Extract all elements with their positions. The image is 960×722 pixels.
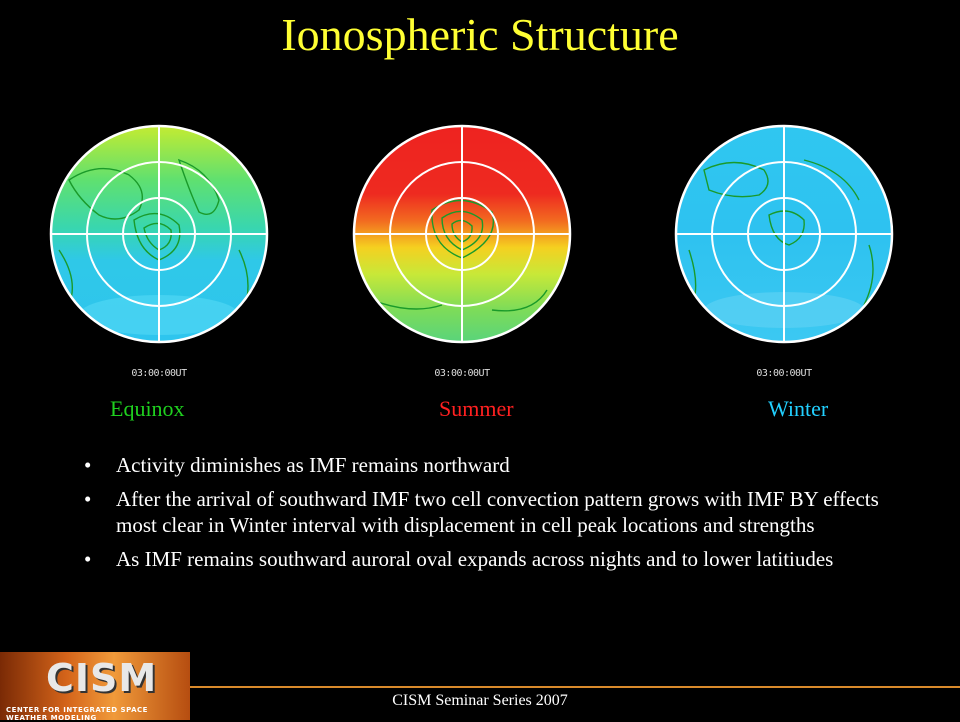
summer-label: Summer — [439, 396, 514, 421]
winter-label: Winter — [768, 396, 829, 421]
footer-text: CISM Seminar Series 2007 — [392, 692, 568, 709]
summer-timestamp: 03:00:00UT — [434, 368, 490, 379]
slide-title: Ionospheric Structure — [281, 9, 679, 60]
bullet-item: • Activity diminishes as IMF remains nort… — [84, 452, 884, 478]
polar-map-row: 03:00:00UT — [0, 100, 960, 390]
equinox-map-graphic — [49, 124, 269, 344]
summer-polar-map: 03:00:00UT — [342, 100, 582, 390]
equinox-timestamp: 03:00:00UT — [131, 368, 187, 379]
bullet-dot: • — [84, 487, 92, 511]
equinox-polar-map: 03:00:00UT — [39, 100, 279, 390]
winter-polar-map: 03:00:00UT — [664, 100, 904, 390]
logo-subtitle: CENTER FOR INTEGRATED SPACE WEATHER MODE… — [6, 706, 148, 722]
bullet-dot: • — [84, 547, 92, 571]
cism-logo: CISM CENTER FOR INTEGRATED SPACE WEATHER… — [0, 652, 190, 722]
bullet-list: • Activity diminishes as IMF remains nort… — [84, 452, 884, 580]
bullet-dot: • — [84, 453, 92, 477]
bullet-text: As IMF remains southward auroral oval ex… — [116, 547, 834, 571]
winter-timestamp: 03:00:00UT — [756, 368, 812, 379]
bullet-item: • After the arrival of southward IMF two … — [84, 486, 884, 538]
bullet-text: After the arrival of southward IMF two c… — [116, 487, 879, 537]
equinox-label: Equinox — [110, 396, 185, 421]
bullet-text: Activity diminishes as IMF remains north… — [116, 453, 510, 477]
footer-divider — [190, 686, 960, 688]
summer-map-graphic — [352, 124, 572, 344]
logo-name: CISM — [46, 656, 158, 700]
bullet-item: • As IMF remains southward auroral oval e… — [84, 546, 884, 572]
winter-map-graphic — [674, 124, 894, 344]
